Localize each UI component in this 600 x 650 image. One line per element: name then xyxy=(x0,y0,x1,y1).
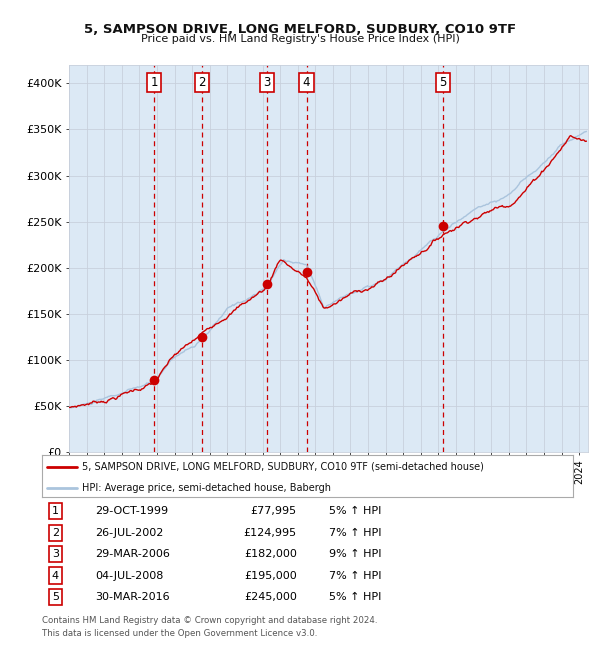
Text: This data is licensed under the Open Government Licence v3.0.: This data is licensed under the Open Gov… xyxy=(42,629,317,638)
Text: 7% ↑ HPI: 7% ↑ HPI xyxy=(329,528,381,538)
Text: 3: 3 xyxy=(52,549,59,559)
Text: 5% ↑ HPI: 5% ↑ HPI xyxy=(329,506,381,516)
Text: 5, SAMPSON DRIVE, LONG MELFORD, SUDBURY, CO10 9TF (semi-detached house): 5, SAMPSON DRIVE, LONG MELFORD, SUDBURY,… xyxy=(82,462,484,472)
Text: 9% ↑ HPI: 9% ↑ HPI xyxy=(329,549,381,559)
Text: 04-JUL-2008: 04-JUL-2008 xyxy=(95,571,163,580)
Text: £77,995: £77,995 xyxy=(251,506,297,516)
Text: HPI: Average price, semi-detached house, Babergh: HPI: Average price, semi-detached house,… xyxy=(82,483,331,493)
Text: 5, SAMPSON DRIVE, LONG MELFORD, SUDBURY, CO10 9TF: 5, SAMPSON DRIVE, LONG MELFORD, SUDBURY,… xyxy=(84,23,516,36)
Text: Price paid vs. HM Land Registry's House Price Index (HPI): Price paid vs. HM Land Registry's House … xyxy=(140,34,460,44)
Text: 2: 2 xyxy=(52,528,59,538)
Text: £195,000: £195,000 xyxy=(244,571,297,580)
Text: 5: 5 xyxy=(52,592,59,602)
Text: 30-MAR-2016: 30-MAR-2016 xyxy=(95,592,170,602)
Text: 7% ↑ HPI: 7% ↑ HPI xyxy=(329,571,381,580)
Text: £245,000: £245,000 xyxy=(244,592,297,602)
Text: 26-JUL-2002: 26-JUL-2002 xyxy=(95,528,163,538)
Text: £182,000: £182,000 xyxy=(244,549,297,559)
Text: 5: 5 xyxy=(439,76,446,89)
Text: 5% ↑ HPI: 5% ↑ HPI xyxy=(329,592,381,602)
Text: 29-MAR-2006: 29-MAR-2006 xyxy=(95,549,170,559)
Text: 1: 1 xyxy=(52,506,59,516)
Text: 29-OCT-1999: 29-OCT-1999 xyxy=(95,506,168,516)
Text: 2: 2 xyxy=(198,76,206,89)
Text: Contains HM Land Registry data © Crown copyright and database right 2024.: Contains HM Land Registry data © Crown c… xyxy=(42,616,377,625)
Text: 3: 3 xyxy=(263,76,271,89)
Text: 1: 1 xyxy=(150,76,158,89)
Text: 4: 4 xyxy=(303,76,310,89)
Text: £124,995: £124,995 xyxy=(244,528,297,538)
Text: 4: 4 xyxy=(52,571,59,580)
